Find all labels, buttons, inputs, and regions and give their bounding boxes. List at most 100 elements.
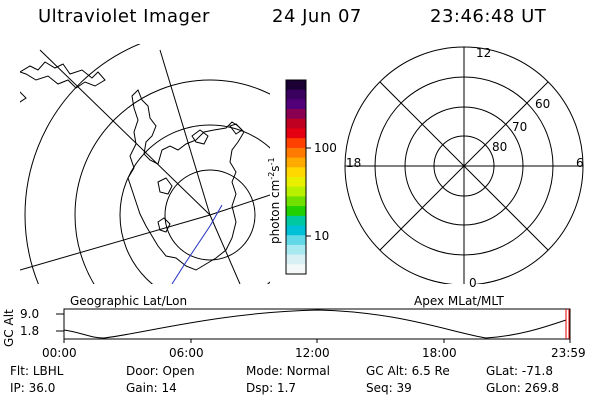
colorbar-swatch	[286, 206, 306, 217]
footer-gc-alt-label: GC Alt:	[366, 364, 408, 378]
footer-mode-value: Normal	[286, 364, 330, 378]
latitude-circle-50	[24, 44, 141, 284]
colorbar-label-sup2: -1	[267, 157, 276, 166]
meridian-line	[159, 49, 211, 216]
colorbar-swatch	[286, 99, 306, 110]
footer-door-label: Door:	[126, 364, 159, 378]
colorbar-swatch	[286, 128, 306, 139]
coastline-antarctica	[127, 89, 245, 271]
footer-mode-label: Mode:	[246, 364, 283, 378]
latitude-circle-70	[119, 124, 270, 284]
altitude-xtick-label: 12:00	[295, 346, 330, 360]
altitude-xtick-label: 06:00	[169, 346, 204, 360]
footer-gc-alt: GC Alt: 6.5 Re	[366, 364, 450, 378]
meridian-line	[209, 194, 270, 216]
altitude-xtick-label: 00:00	[42, 346, 77, 360]
footer-gain-label: Gain:	[126, 381, 158, 395]
colorbar-swatch	[286, 80, 306, 91]
colorbar-label: photon cm-2s-1	[267, 132, 282, 244]
colorbar-tick-label: 10	[314, 229, 330, 243]
colorbar-label-s: s	[268, 165, 282, 172]
coastline-ice-shelf	[157, 177, 173, 195]
satellite-ground-track	[171, 204, 223, 284]
footer-glat: GLat: -71.8	[486, 364, 553, 378]
colorbar-swatch	[286, 186, 306, 197]
footer-ip: IP: 36.0	[10, 381, 55, 395]
footer-gain-value: 14	[161, 381, 177, 395]
geographic-map	[20, 44, 270, 284]
colorbar-swatch	[286, 235, 306, 246]
colorbar-label-unit: photon cm	[268, 179, 282, 244]
colorbar-swatch	[286, 157, 306, 168]
colorbar-swatch	[286, 215, 306, 226]
altitude-xtick-label: 18:00	[422, 346, 457, 360]
colorbar-swatch	[286, 138, 306, 149]
footer-mode: Mode: Normal	[246, 364, 330, 378]
colorbar-swatch	[286, 167, 306, 178]
colorbar-swatch	[286, 118, 306, 129]
coastline-island	[191, 129, 209, 145]
date-label: 24 Jun 07	[272, 6, 362, 27]
colorbar-frame	[285, 79, 307, 275]
footer-dsp-value: 1.7	[276, 381, 297, 395]
color-scale-bar	[285, 79, 307, 275]
app-title: Ultraviolet Imager	[38, 6, 210, 27]
altitude-ytick-label: 9.0	[20, 307, 40, 321]
footer-glat-label: GLat:	[486, 364, 519, 378]
mlat-label-60: 60	[535, 97, 551, 111]
footer-seq: Seq: 39	[366, 381, 412, 395]
footer-filter-label: Flt:	[10, 364, 29, 378]
coastline-island	[20, 91, 27, 103]
mlt-label-0: 0	[469, 276, 477, 290]
meridian-line	[209, 214, 241, 284]
geographic-caption: Geographic Lat/Lon	[70, 294, 188, 308]
colorbar-label-sup1: -2	[267, 171, 276, 180]
mlt-label-18: 18	[346, 156, 362, 170]
altitude-ytick-label: 1.8	[20, 324, 40, 338]
latitude-circle-80	[164, 169, 256, 261]
footer-seq-label: Seq:	[366, 381, 393, 395]
colorbar-swatch	[286, 109, 306, 120]
footer-ip-label: IP:	[10, 381, 25, 395]
footer-door-value: Open	[162, 364, 195, 378]
altitude-ylabel: GC Alt	[2, 309, 16, 347]
apex-mlt-map	[344, 46, 584, 284]
time-label: 23:46:48 UT	[430, 6, 547, 27]
footer-glat-value: -71.8	[521, 364, 553, 378]
colorbar-swatch	[286, 147, 306, 159]
colorbar-swatch	[286, 89, 306, 100]
coastline-south-america	[20, 61, 106, 89]
mlt-line-diagonal	[379, 81, 549, 251]
altitude-xtick-label: 23:59	[551, 346, 586, 360]
footer-glon: GLon: 269.8	[486, 381, 559, 395]
footer-filter-value: LBHL	[32, 364, 64, 378]
colorbar-swatch	[286, 254, 306, 265]
altitude-ylabel-text: GC Alt	[2, 309, 16, 347]
footer-gc-alt-value: 6.5 Re	[411, 364, 450, 378]
coastline-ice-shelf	[157, 217, 171, 233]
altitude-plot-frame	[63, 308, 571, 340]
altitude-curve	[63, 309, 567, 339]
footer-gain: Gain: 14	[126, 381, 177, 395]
colorbar-tick-label: 100	[314, 141, 337, 155]
mlt-label-6: 6	[576, 156, 584, 170]
apex-caption: Apex MLat/MLT	[414, 294, 504, 308]
mlt-label-12: 12	[476, 46, 492, 60]
colorbar-swatch	[286, 196, 306, 207]
footer-filter: Flt: LBHL	[10, 364, 63, 378]
coastline-island	[229, 123, 243, 135]
footer-glon-value: 269.8	[524, 381, 559, 395]
mlat-label-80: 80	[492, 140, 508, 154]
meridian-line	[39, 49, 211, 216]
footer-seq-value: 39	[396, 381, 412, 395]
footer-glon-label: GLon:	[486, 381, 521, 395]
mlat-label-70: 70	[512, 120, 528, 134]
colorbar-swatch	[286, 177, 306, 188]
colorbar-swatch	[286, 264, 306, 275]
footer-dsp: Dsp: 1.7	[246, 381, 296, 395]
footer-dsp-label: Dsp:	[246, 381, 274, 395]
footer-door: Door: Open	[126, 364, 195, 378]
meridian-line	[20, 214, 211, 271]
latitude-circle-60	[74, 79, 270, 284]
